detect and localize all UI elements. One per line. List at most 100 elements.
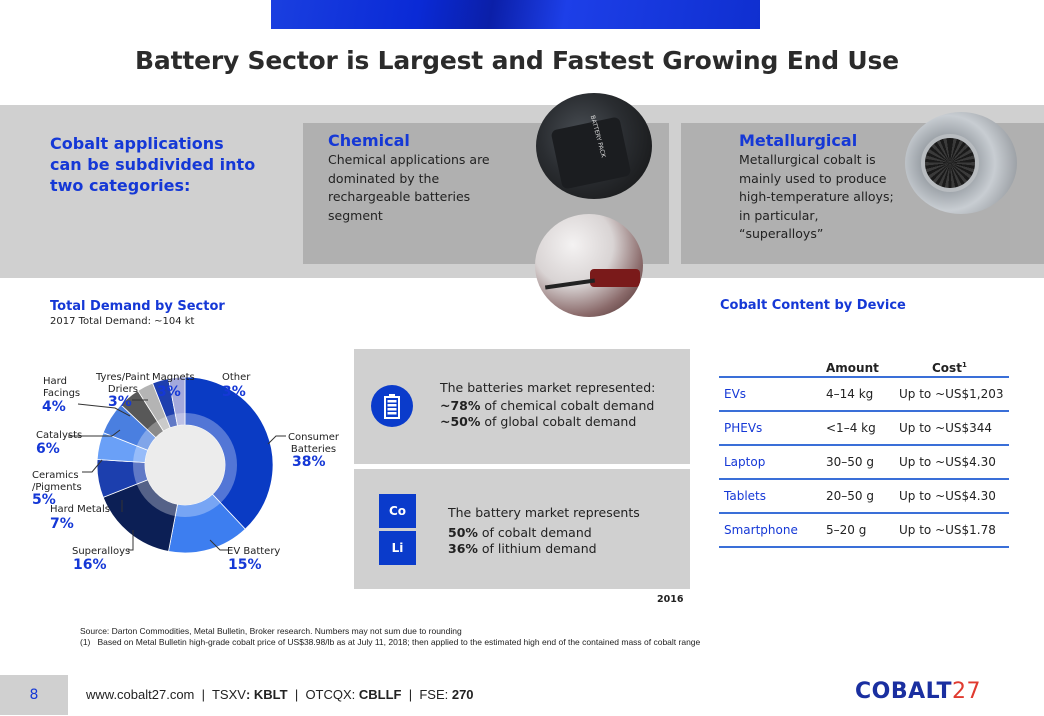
lithium-element-tile: Li bbox=[379, 531, 416, 565]
stat-value: 36% bbox=[448, 541, 478, 556]
metallurgical-description: Metallurgical cobalt is mainly used to p… bbox=[739, 151, 894, 244]
label-ceramics-pigments: Ceramics/Pigments bbox=[32, 470, 82, 493]
intro-line: Cobalt applications bbox=[50, 134, 224, 153]
table-divider bbox=[719, 512, 1009, 514]
table-divider bbox=[719, 410, 1009, 412]
label-ev-battery: EV Battery bbox=[227, 546, 281, 557]
leader-line bbox=[128, 530, 134, 551]
table-row: Smartphone 5–20 g Up to ~US$1.78 bbox=[719, 514, 1009, 546]
pct-other: 3% bbox=[222, 384, 246, 400]
demand-donut-chart: Hard Facings 4% Tyres/Paint Driers 3% Magn… bbox=[30, 360, 350, 580]
stat-text: of chemical cobalt demand bbox=[480, 398, 655, 413]
cost-cell: Up to ~US$4.30 bbox=[899, 455, 996, 469]
logo-text: COBALT bbox=[855, 679, 953, 704]
amount-cell: 20–50 g bbox=[826, 489, 874, 503]
metallurgical-title: Metallurgical bbox=[739, 131, 858, 150]
battery-icon-glyph bbox=[384, 394, 400, 419]
header-cost: Cost1 bbox=[932, 361, 967, 375]
stat-line: ~78% of chemical cobalt demand bbox=[440, 398, 655, 414]
footnotes: Source: Darton Commodities, Metal Bullet… bbox=[80, 626, 700, 648]
table-body: EVs 4–14 kg Up to ~US$1,203 PHEVs <1–4 kg Up … bbox=[719, 378, 1009, 548]
tsxv-ticker: KBLT bbox=[253, 687, 288, 702]
text-line: “superalloys” bbox=[739, 226, 824, 241]
stat-text: of global cobalt demand bbox=[480, 414, 637, 429]
stat-text: of cobalt demand bbox=[477, 525, 592, 540]
tail-light-shape bbox=[590, 269, 640, 287]
engine-fan-shape bbox=[921, 134, 979, 192]
otcqx-label: OTCQX: bbox=[305, 687, 359, 702]
website-link[interactable]: www.cobalt27.com bbox=[86, 687, 195, 702]
pct-catalysts: 6% bbox=[36, 441, 60, 457]
cost-cell: Up to ~US$1.78 bbox=[899, 523, 996, 537]
footnote-marker: 1 bbox=[961, 361, 967, 369]
device-table: Amount Cost1 EVs 4–14 kg Up to ~US$1,203 PH… bbox=[719, 358, 1009, 548]
text-line: The batteries market represented: bbox=[440, 380, 656, 395]
cost-cell: Up to ~US$344 bbox=[899, 421, 993, 435]
label-magnets: Magnets bbox=[152, 372, 195, 383]
amount-cell: 4–14 kg bbox=[826, 387, 874, 401]
text-line: rechargeable batteries bbox=[328, 189, 471, 204]
text-line: in particular, bbox=[739, 207, 819, 223]
separator: | bbox=[194, 687, 212, 702]
pct-hard-metals: 7% bbox=[50, 516, 74, 532]
page-title: Battery Sector is Largest and Fastest Gr… bbox=[135, 46, 899, 75]
intro-text: Cobalt applications can be subdivided in… bbox=[50, 133, 290, 196]
pct-ev-battery: 15% bbox=[228, 557, 262, 573]
text-line: dominated by the bbox=[328, 170, 440, 186]
stat-value: ~78% bbox=[440, 398, 481, 413]
label-tyres-paint-driers: Tyres/Paint Driers bbox=[96, 372, 150, 395]
battery-icon bbox=[371, 385, 413, 427]
label-other: Other bbox=[222, 372, 251, 383]
batteries-market-text: The batteries market represented: ~78% o… bbox=[440, 380, 655, 430]
label-hard-facings: Hard Facings bbox=[43, 376, 81, 399]
pct-tyres-paint-driers: 3% bbox=[108, 394, 132, 410]
page-number: 8 bbox=[0, 675, 68, 715]
leader-line bbox=[77, 403, 131, 417]
cobalt-element-tile: Co bbox=[379, 494, 416, 528]
cost-cell: Up to ~US$1,203 bbox=[899, 387, 1004, 401]
logo-number: 27 bbox=[952, 679, 982, 704]
stat-line: 36% of lithium demand bbox=[448, 541, 640, 557]
text-line: mainly used to produce bbox=[739, 170, 887, 186]
table-row: Laptop 30–50 g Up to ~US$4.30 bbox=[719, 446, 1009, 478]
chemical-title: Chemical bbox=[328, 131, 410, 150]
tsxv-label: TSXV bbox=[211, 687, 246, 702]
leader-line bbox=[267, 435, 286, 445]
amount-cell: <1–4 kg bbox=[826, 421, 876, 435]
table-divider bbox=[719, 478, 1009, 480]
battery-market-text: The battery market represents 50% of cob… bbox=[448, 505, 640, 557]
footnote-1: (1) Based on Metal Bulletin high-grade c… bbox=[80, 637, 701, 647]
demand-title: Total Demand by Sector bbox=[50, 299, 225, 314]
jet-engine-photo bbox=[905, 112, 1017, 214]
table-divider bbox=[719, 444, 1009, 446]
header-amount: Amount bbox=[826, 361, 879, 375]
header-cost-label: Cost bbox=[932, 361, 962, 375]
table-row: Tablets 20–50 g Up to ~US$4.30 bbox=[719, 480, 1009, 512]
ev-charging-photo bbox=[535, 214, 643, 317]
fse-ticker: 270 bbox=[451, 687, 474, 702]
demand-subtitle: 2017 Total Demand: ~104 kt bbox=[50, 316, 195, 327]
battery-market-box bbox=[354, 469, 690, 589]
cost-cell: Up to ~US$4.30 bbox=[899, 489, 996, 503]
charging-cable-shape bbox=[544, 278, 596, 290]
amount-cell: 30–50 g bbox=[826, 455, 874, 469]
separator: | bbox=[287, 687, 306, 702]
leader-line bbox=[82, 459, 103, 473]
donut-inner-ring bbox=[133, 413, 237, 517]
donut-hole bbox=[145, 425, 225, 505]
table-divider bbox=[719, 546, 1009, 548]
chemical-description: Chemical applications are dominated by t… bbox=[328, 151, 490, 225]
stat-text: of lithium demand bbox=[477, 541, 597, 556]
battery-pack-photo: BATTERY PACK bbox=[536, 93, 652, 199]
stat-line: ~50% of global cobalt demand bbox=[440, 414, 655, 430]
stat-value: ~50% bbox=[440, 414, 481, 429]
separator: | bbox=[401, 687, 420, 702]
pct-hard-facings: 4% bbox=[42, 399, 66, 415]
label-catalysts: Catalysts bbox=[36, 430, 83, 441]
source-note: Source: Darton Commodities, Metal Bullet… bbox=[80, 626, 462, 636]
pct-superalloys: 16% bbox=[73, 557, 107, 573]
pct-consumer-batteries: 38% bbox=[292, 454, 326, 470]
device-cell: Laptop bbox=[724, 455, 766, 469]
cobalt27-logo: COBALT27 bbox=[855, 679, 981, 704]
data-year: 2016 bbox=[657, 594, 684, 605]
